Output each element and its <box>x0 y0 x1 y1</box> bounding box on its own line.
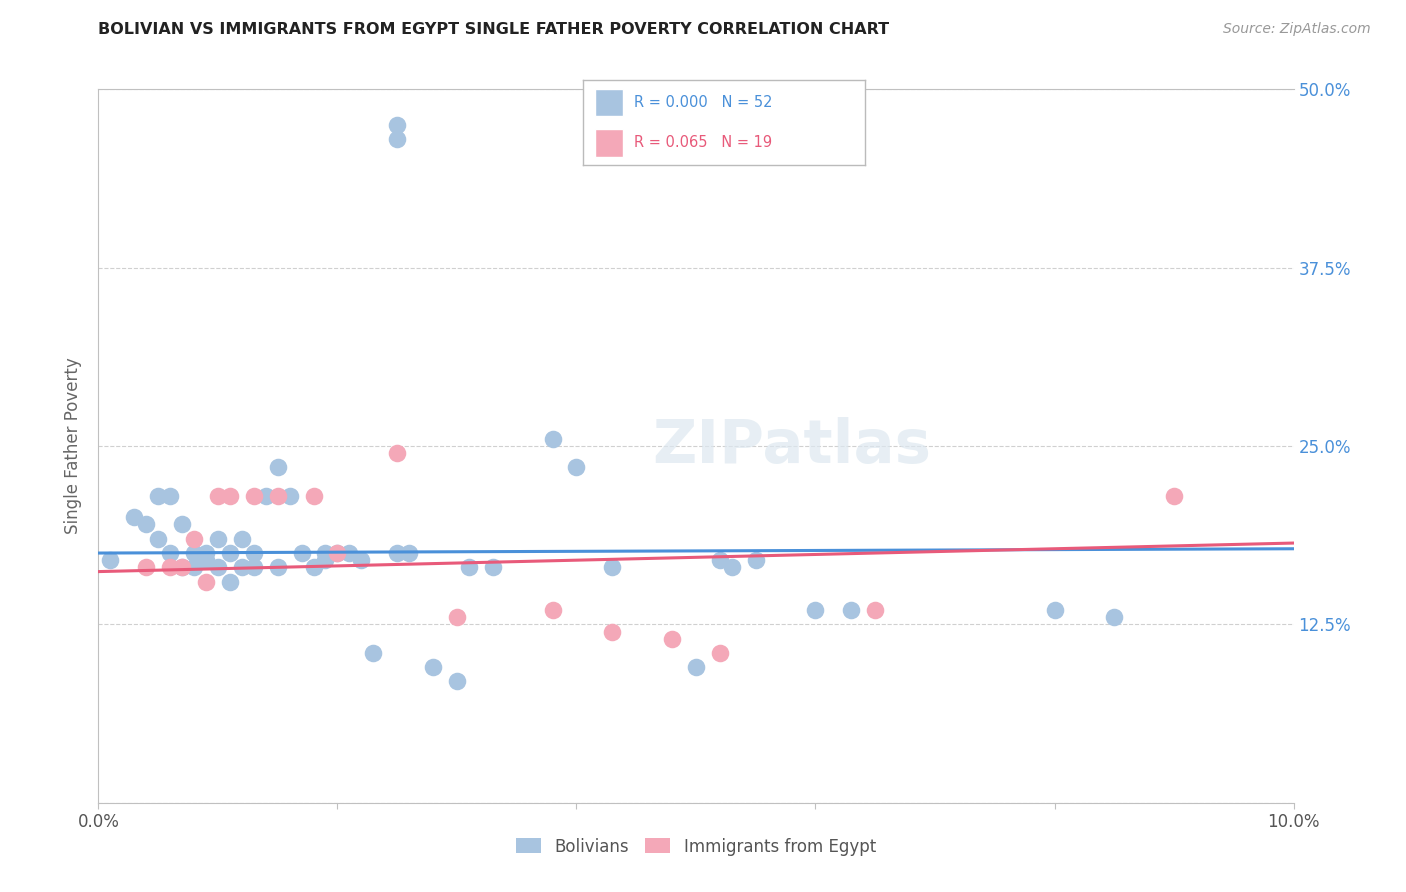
Point <box>219 489 242 503</box>
Point <box>541 603 564 617</box>
Point <box>159 489 181 503</box>
Point <box>661 632 683 646</box>
Point <box>183 560 205 574</box>
Point <box>267 489 290 503</box>
Point <box>291 546 314 560</box>
Point <box>446 610 468 624</box>
Point <box>841 603 863 617</box>
Point <box>219 546 242 560</box>
Point <box>709 646 731 660</box>
Text: BOLIVIAN VS IMMIGRANTS FROM EGYPT SINGLE FATHER POVERTY CORRELATION CHART: BOLIVIAN VS IMMIGRANTS FROM EGYPT SINGLE… <box>98 22 890 37</box>
Point <box>350 553 373 567</box>
Point <box>148 532 170 546</box>
Point <box>254 489 277 503</box>
FancyBboxPatch shape <box>595 129 623 157</box>
Point <box>135 560 157 574</box>
Point <box>207 532 229 546</box>
Text: Source: ZipAtlas.com: Source: ZipAtlas.com <box>1223 22 1371 37</box>
Point <box>1043 603 1066 617</box>
Point <box>231 560 253 574</box>
Point <box>326 546 349 560</box>
Point <box>231 532 253 546</box>
Point <box>1104 610 1126 624</box>
Point <box>339 546 360 560</box>
Point <box>602 624 624 639</box>
Point <box>385 546 409 560</box>
Point <box>363 646 385 660</box>
Point <box>172 517 194 532</box>
Point <box>100 553 122 567</box>
Point <box>541 432 564 446</box>
Point <box>243 489 266 503</box>
Point <box>685 660 707 674</box>
Point <box>207 489 229 503</box>
Text: ZIPatlas: ZIPatlas <box>652 417 931 475</box>
Point <box>398 546 420 560</box>
Point <box>207 560 229 574</box>
Point <box>302 489 325 503</box>
Point <box>183 532 205 546</box>
Point <box>135 517 157 532</box>
Point <box>267 560 290 574</box>
Point <box>446 674 468 689</box>
Point <box>481 560 505 574</box>
Point <box>267 460 290 475</box>
Text: R = 0.000   N = 52: R = 0.000 N = 52 <box>634 95 773 110</box>
Point <box>195 574 218 589</box>
Point <box>243 560 266 574</box>
Point <box>219 574 242 589</box>
Point <box>159 546 181 560</box>
Point <box>124 510 146 524</box>
Point <box>385 446 409 460</box>
Point <box>243 546 266 560</box>
Point <box>148 489 170 503</box>
Text: R = 0.065   N = 19: R = 0.065 N = 19 <box>634 136 772 151</box>
Y-axis label: Single Father Poverty: Single Father Poverty <box>65 358 83 534</box>
Point <box>159 560 181 574</box>
Point <box>865 603 887 617</box>
Legend: Bolivians, Immigrants from Egypt: Bolivians, Immigrants from Egypt <box>509 831 883 863</box>
Point <box>302 560 325 574</box>
Point <box>721 560 744 574</box>
Point <box>195 553 218 567</box>
Point <box>195 546 218 560</box>
Point <box>278 489 301 503</box>
Point <box>315 546 337 560</box>
Point <box>565 460 588 475</box>
Point <box>172 560 194 574</box>
Point <box>385 132 409 146</box>
Point <box>709 553 731 567</box>
Point <box>804 603 827 617</box>
Point <box>183 546 205 560</box>
Point <box>326 546 349 560</box>
Point <box>458 560 481 574</box>
Point <box>172 560 194 574</box>
Point <box>422 660 444 674</box>
Point <box>1163 489 1185 503</box>
Point <box>745 553 768 567</box>
FancyBboxPatch shape <box>595 89 623 116</box>
Point <box>315 553 337 567</box>
Point <box>602 560 624 574</box>
Point <box>385 118 409 132</box>
